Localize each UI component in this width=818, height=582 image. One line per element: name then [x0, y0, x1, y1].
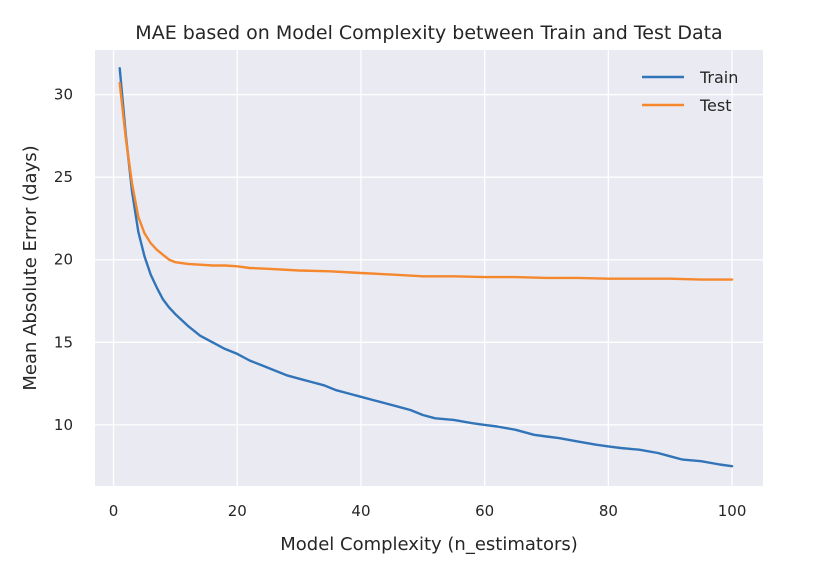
series-line-test [118, 81, 734, 281]
y-axis-label: Mean Absolute Error (days) [20, 145, 41, 390]
grid [95, 50, 763, 486]
series-lines [118, 66, 734, 468]
x-tick-label: 100 [718, 502, 747, 520]
x-tick-label: 80 [599, 502, 618, 520]
y-tick-label: 10 [54, 416, 73, 434]
x-tick-label: 60 [475, 502, 494, 520]
tick-labels: 0 20 40 60 80 100 10 15 20 25 30 [54, 86, 746, 520]
x-tick-label: 0 [109, 502, 119, 520]
y-tick-label: 25 [54, 168, 73, 186]
x-tick-label: 40 [351, 502, 370, 520]
legend: Train Test [642, 68, 738, 115]
legend-label-train: Train [699, 68, 738, 87]
y-tick-label: 30 [54, 86, 73, 104]
legend-label-test: Test [699, 96, 732, 115]
plot-area [95, 50, 763, 486]
y-tick-label: 20 [54, 251, 73, 269]
x-tick-label: 20 [228, 502, 247, 520]
chart-title: MAE based on Model Complexity between Tr… [135, 22, 722, 44]
x-axis-label: Model Complexity (n_estimators) [280, 534, 578, 555]
series-line-train [118, 66, 734, 468]
y-tick-label: 15 [54, 333, 73, 351]
